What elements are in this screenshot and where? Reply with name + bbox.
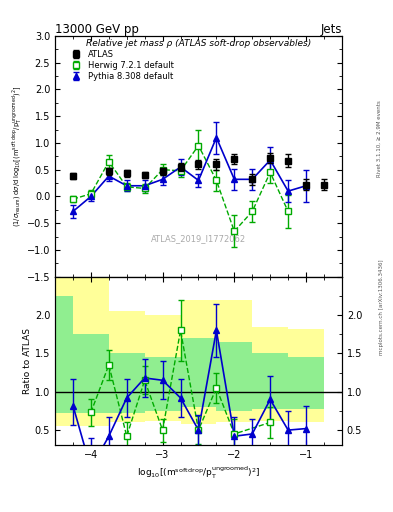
- Text: ATLAS_2019_I1772062: ATLAS_2019_I1772062: [151, 234, 246, 243]
- Y-axis label: $(1/\sigma_\mathrm{resum})$ d$\sigma$/d log$_{10}$[(m$^\mathrm{soft\,drop}$/p$_\: $(1/\sigma_\mathrm{resum})$ d$\sigma$/d …: [10, 86, 24, 227]
- Text: Relative jet mass ρ (ATLAS soft-drop observables): Relative jet mass ρ (ATLAS soft-drop obs…: [86, 39, 311, 49]
- X-axis label: log$_{10}$[(m$^{\mathrm{soft\,drop}}$/p$_\mathrm{T}^{\mathrm{ungroomed}}$)$^2$]: log$_{10}$[(m$^{\mathrm{soft\,drop}}$/p$…: [137, 464, 260, 481]
- Text: Jets: Jets: [320, 23, 342, 36]
- Text: Rivet 3.1.10, ≥ 2.9M events: Rivet 3.1.10, ≥ 2.9M events: [377, 100, 382, 177]
- Text: 13000 GeV pp: 13000 GeV pp: [55, 23, 139, 36]
- Legend: ATLAS, Herwig 7.2.1 default, Pythia 8.308 default: ATLAS, Herwig 7.2.1 default, Pythia 8.30…: [65, 47, 176, 83]
- Text: mcplots.cern.ch [arXiv:1306.3436]: mcplots.cern.ch [arXiv:1306.3436]: [380, 260, 384, 355]
- Y-axis label: Ratio to ATLAS: Ratio to ATLAS: [23, 328, 32, 394]
